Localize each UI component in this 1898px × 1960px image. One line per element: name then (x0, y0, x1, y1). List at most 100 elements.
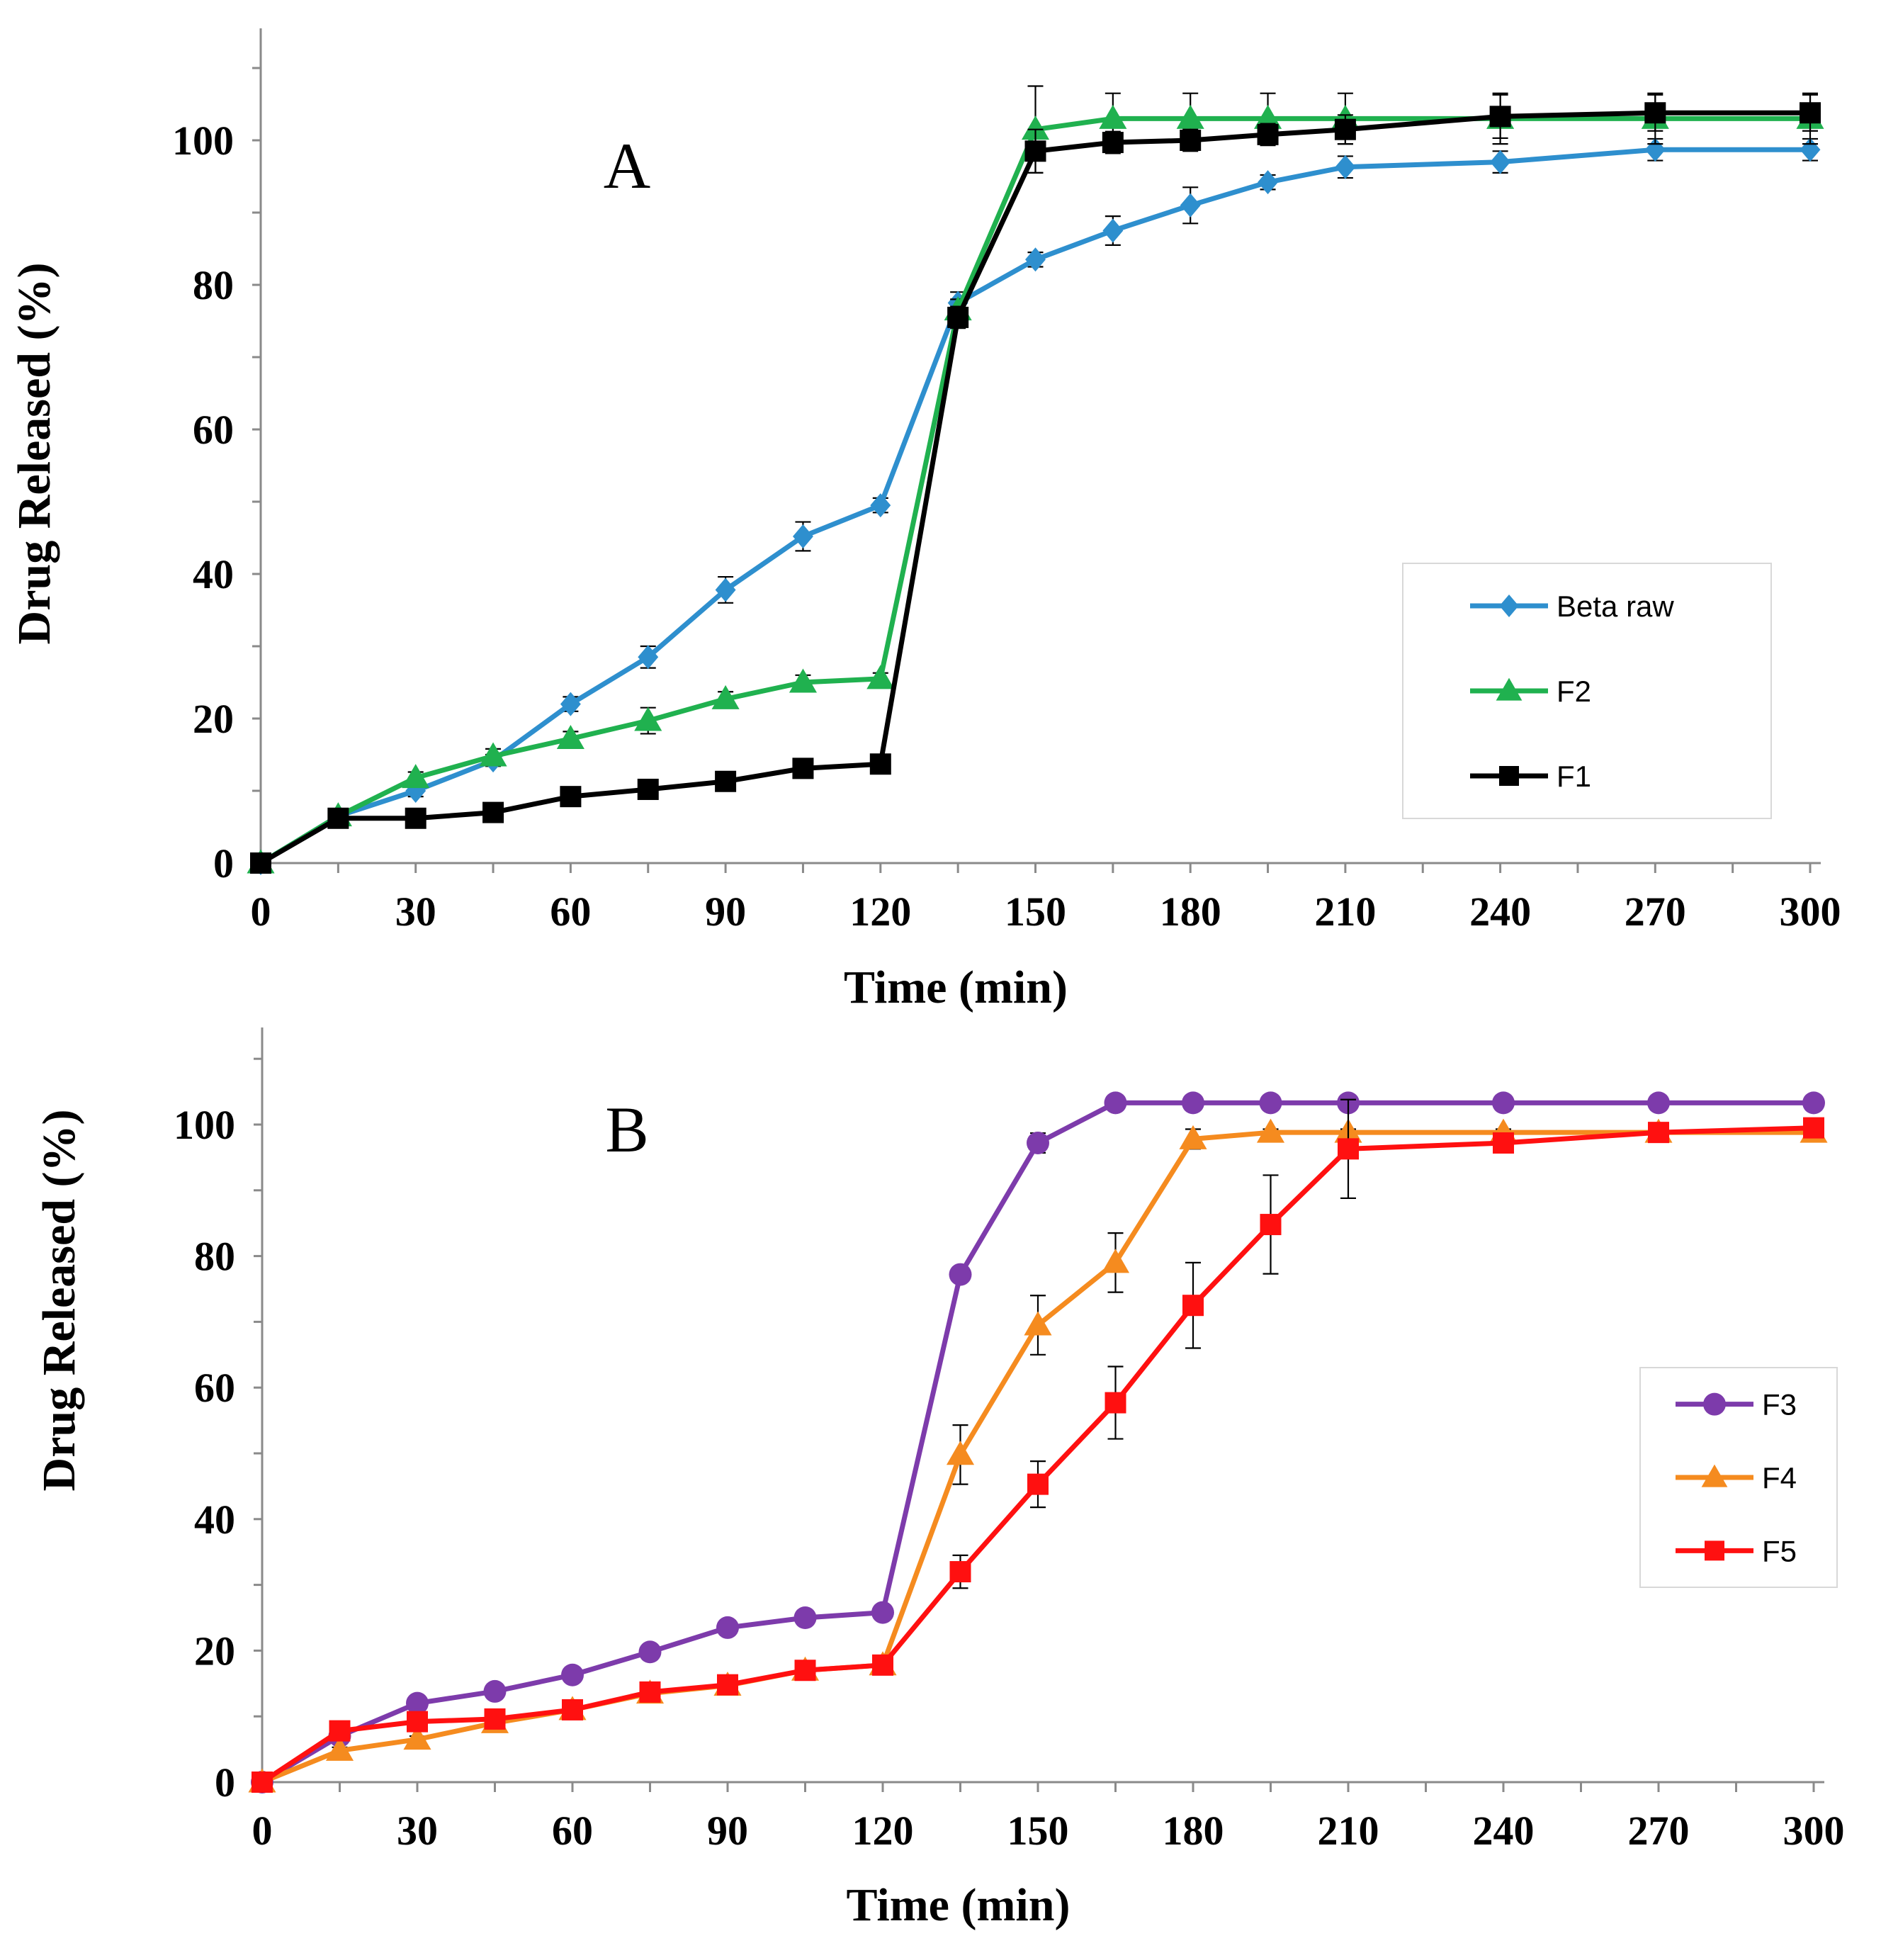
data-point (560, 692, 581, 716)
data-point (1800, 137, 1821, 162)
data-point (1492, 1091, 1515, 1115)
data-point (402, 764, 430, 789)
x-tick-label: 30 (395, 889, 436, 935)
x-tick-label: 150 (1005, 889, 1066, 935)
data-point (866, 665, 895, 689)
series-line (261, 1130, 1814, 1785)
panel-label: A (604, 130, 650, 202)
y-tick-label: 100 (174, 1102, 235, 1148)
data-point (1180, 130, 1202, 151)
data-point (562, 1699, 583, 1720)
series-f3 (251, 1091, 1825, 1793)
data-point (407, 1711, 428, 1733)
y-tick-label: 80 (193, 262, 234, 308)
legend-marker (1499, 595, 1519, 617)
x-axis-title: Time (min) (844, 962, 1068, 1013)
x-tick-label: 150 (1007, 1808, 1069, 1854)
data-point (717, 1674, 738, 1696)
data-point (871, 1601, 894, 1624)
data-point (1335, 154, 1356, 179)
y-tick-label: 80 (194, 1234, 235, 1280)
data-point (1101, 1249, 1130, 1273)
data-point (1490, 150, 1511, 174)
data-point (1025, 247, 1046, 272)
data-point (1099, 104, 1127, 129)
y-tick-label: 100 (172, 118, 234, 164)
series-line (261, 1125, 1814, 1784)
data-point (327, 807, 349, 829)
x-tick-label: 120 (852, 1808, 914, 1854)
data-point (716, 1616, 739, 1639)
data-point (1489, 106, 1511, 128)
data-point (561, 1663, 584, 1686)
series-line (259, 116, 1810, 865)
x-tick-label: 300 (1780, 889, 1841, 935)
data-point (789, 668, 817, 693)
x-tick-label: 0 (252, 1808, 273, 1854)
x-tick-label: 270 (1628, 1808, 1690, 1854)
legend-marker (1496, 677, 1523, 701)
y-tick-label: 60 (193, 407, 234, 453)
series-line (261, 1100, 1814, 1785)
panel-label: B (605, 1093, 648, 1166)
x-tick-label: 180 (1160, 889, 1221, 935)
legend: F3 F4 F5 (1639, 1367, 1838, 1588)
data-point (1176, 104, 1204, 129)
data-point (638, 1640, 662, 1664)
data-point (250, 852, 271, 874)
data-point (715, 578, 736, 602)
y-tick-label: 20 (194, 1628, 235, 1674)
legend-marker (1499, 766, 1519, 786)
data-point (479, 742, 507, 767)
x-tick-label: 60 (550, 889, 591, 935)
x-tick-label: 300 (1783, 1808, 1845, 1854)
data-point (794, 1660, 816, 1682)
data-point (872, 1654, 893, 1676)
data-point (406, 1691, 429, 1715)
data-point (1647, 1091, 1670, 1115)
x-tick-label: 30 (397, 1808, 438, 1854)
data-point (949, 1561, 971, 1583)
x-tick-label: 210 (1314, 889, 1376, 935)
data-point (1803, 1117, 1824, 1139)
y-tick-label: 40 (193, 551, 234, 597)
data-point (1258, 170, 1278, 195)
data-point (793, 524, 813, 548)
x-tick-label: 210 (1318, 1808, 1379, 1854)
data-point (1027, 1473, 1049, 1495)
data-point (1800, 102, 1821, 124)
series-f1 (250, 94, 1821, 874)
data-point (1027, 1131, 1049, 1154)
data-point (639, 1681, 661, 1703)
data-point (1644, 102, 1666, 124)
data-point (325, 1736, 354, 1761)
chart-panel-b: 0 20 40 60 80 100 0 30 60 90 120 150 180 210 240 270 300… (33, 1027, 1845, 1931)
x-tick-label: 240 (1469, 889, 1531, 935)
data-point (560, 786, 582, 808)
data-point (949, 1263, 972, 1286)
data-point (403, 1725, 431, 1750)
data-point (482, 801, 504, 823)
data-point (1105, 1392, 1126, 1414)
data-point (711, 685, 740, 709)
y-tick-label: 40 (194, 1497, 235, 1543)
data-point (1179, 1125, 1207, 1149)
data-point (1024, 140, 1046, 162)
x-tick-label: 90 (705, 889, 746, 935)
legend-box (1402, 563, 1772, 819)
x-axis-title: Time (min) (847, 1879, 1071, 1931)
x-tick-label: 270 (1625, 889, 1686, 935)
data-point (1648, 1122, 1669, 1144)
legend-label: F1 (1557, 760, 1591, 793)
data-point (947, 306, 969, 328)
data-point (1260, 1214, 1282, 1236)
data-point (715, 770, 737, 792)
y-tick-label: 20 (193, 696, 234, 742)
data-point (1104, 1091, 1127, 1115)
data-point (637, 778, 659, 800)
data-point (1334, 118, 1356, 140)
data-point (1024, 1311, 1052, 1336)
data-point (1493, 1132, 1514, 1154)
legend-label: Beta raw (1557, 590, 1674, 623)
y-tick-label: 0 (215, 1759, 235, 1806)
